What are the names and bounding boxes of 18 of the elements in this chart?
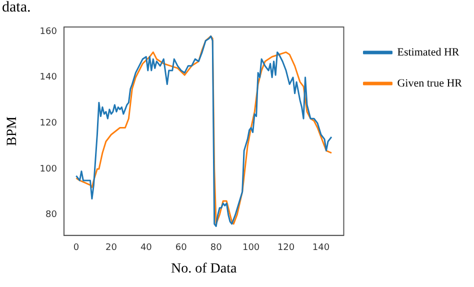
- legend-label: Estimated HR: [397, 46, 460, 58]
- y-tick-label: 160: [40, 26, 58, 37]
- x-axis-title: No. of Data: [171, 261, 238, 276]
- y-tick-label: 100: [40, 164, 58, 174]
- text: data.: [2, 0, 31, 16]
- x-tick-label: 100: [242, 243, 260, 254]
- x-tick-label: 20: [105, 243, 118, 254]
- x-tick-label: 120: [277, 243, 295, 254]
- y-axis-title: BPM: [5, 116, 20, 146]
- x-tick-label: 140: [312, 243, 330, 254]
- x-tick-label: 0: [73, 243, 80, 254]
- y-tick-label: 80: [46, 210, 58, 220]
- x-tick-label: 80: [210, 243, 222, 254]
- y-tick-label: 140: [40, 72, 58, 83]
- y-tick-label: 120: [40, 118, 58, 129]
- legend-label: Given true HR: [397, 77, 463, 90]
- x-tick-label: 40: [140, 243, 152, 254]
- x-tick-label: 60: [175, 243, 188, 254]
